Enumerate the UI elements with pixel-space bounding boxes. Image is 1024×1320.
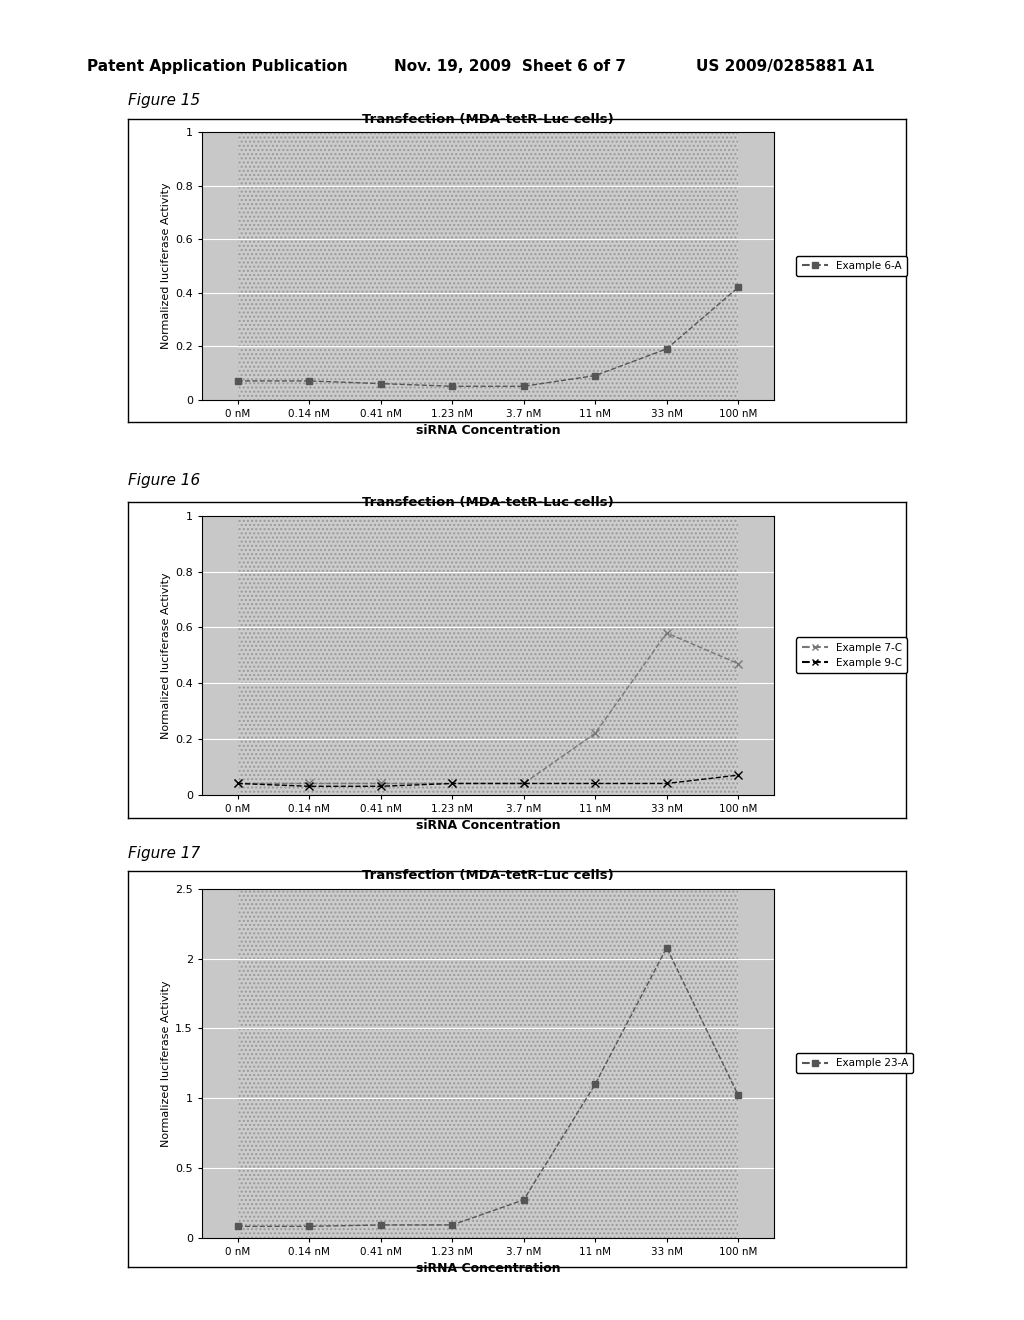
Text: Nov. 19, 2009  Sheet 6 of 7: Nov. 19, 2009 Sheet 6 of 7 bbox=[394, 59, 627, 74]
Title: Transfection (MDA-tetR-Luc cells): Transfection (MDA-tetR-Luc cells) bbox=[362, 112, 613, 125]
Text: Figure 16: Figure 16 bbox=[128, 474, 201, 488]
Legend: Example 7-C, Example 9-C: Example 7-C, Example 9-C bbox=[797, 638, 907, 673]
Y-axis label: Normalized luciferase Activity: Normalized luciferase Activity bbox=[161, 182, 171, 350]
Text: Patent Application Publication: Patent Application Publication bbox=[87, 59, 348, 74]
Title: Transfection (MDA-tetR-Luc cells): Transfection (MDA-tetR-Luc cells) bbox=[362, 870, 613, 882]
X-axis label: siRNA Concentration: siRNA Concentration bbox=[416, 1262, 560, 1275]
X-axis label: siRNA Concentration: siRNA Concentration bbox=[416, 820, 560, 832]
Y-axis label: Normalized luciferase Activity: Normalized luciferase Activity bbox=[161, 572, 171, 739]
Legend: Example 6-A: Example 6-A bbox=[797, 256, 906, 276]
Y-axis label: Normalized luciferase Activity: Normalized luciferase Activity bbox=[161, 979, 171, 1147]
Text: Figure 17: Figure 17 bbox=[128, 846, 201, 861]
Legend: Example 23-A: Example 23-A bbox=[797, 1053, 913, 1073]
Text: Figure 15: Figure 15 bbox=[128, 94, 201, 108]
Text: US 2009/0285881 A1: US 2009/0285881 A1 bbox=[696, 59, 876, 74]
X-axis label: siRNA Concentration: siRNA Concentration bbox=[416, 424, 560, 437]
Title: Transfection (MDA-tetR-Luc cells): Transfection (MDA-tetR-Luc cells) bbox=[362, 496, 613, 510]
